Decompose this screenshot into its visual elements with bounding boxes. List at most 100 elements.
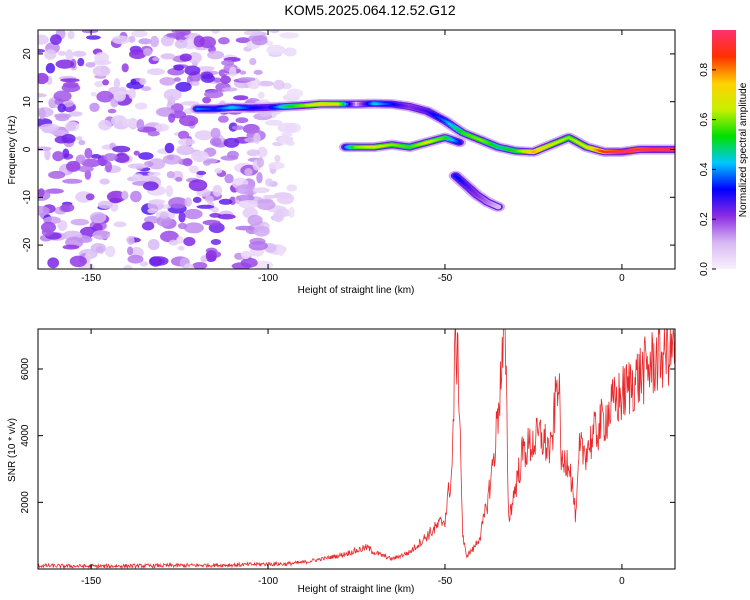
noise-blob [253, 69, 263, 75]
heatmap-x-tick-label: -100 [258, 273, 278, 284]
noise-blob [38, 34, 49, 45]
noise-blob [89, 102, 100, 113]
noise-blob [184, 208, 203, 220]
noise-blob [179, 115, 199, 127]
noise-blob [138, 152, 154, 160]
noise-blob [160, 35, 175, 47]
noise-blob [184, 65, 201, 76]
noise-blob [62, 244, 80, 250]
snr-y-tick-label: 6000 [20, 357, 31, 380]
noise-blob [273, 79, 285, 90]
noise-blob [281, 132, 293, 137]
noise-blob [77, 165, 94, 173]
noise-blob [38, 107, 46, 120]
colorbar-gradient [712, 30, 736, 269]
noise-blob [251, 35, 268, 46]
noise-blob [127, 246, 134, 256]
noise-blob [147, 239, 160, 251]
noise-blob [89, 211, 107, 224]
noise-blob [45, 188, 64, 194]
noise-blob [168, 197, 188, 209]
noise-blob [38, 205, 50, 216]
noise-blob [39, 123, 60, 132]
noise-blob [62, 178, 83, 184]
noise-blob [61, 83, 81, 93]
noise-blob [64, 121, 80, 132]
noise-blob [98, 119, 112, 131]
noise-blob [147, 208, 159, 214]
noise-blob [112, 145, 131, 153]
noise-blob [168, 239, 179, 246]
noise-blob [188, 165, 199, 174]
heatmap-y-tick-label: 20 [22, 48, 33, 60]
noise-blob [62, 148, 70, 159]
noise-blob [192, 196, 202, 203]
noise-blob [138, 38, 152, 45]
noise-blob [238, 200, 259, 209]
noise-blob [50, 130, 70, 136]
noise-blob [113, 78, 121, 89]
noise-blob [90, 154, 102, 159]
noise-blob [236, 194, 255, 202]
noise-blob [136, 119, 145, 131]
noise-blob [131, 30, 148, 38]
noise-blob [210, 239, 222, 245]
noise-blob [166, 171, 175, 179]
snr-x-tick-label: -150 [81, 576, 101, 587]
noise-blob [268, 161, 285, 170]
heatmap-x-tick-label: 0 [619, 273, 625, 284]
noise-blob [183, 222, 204, 234]
noise-blob [139, 78, 147, 85]
noise-blob [149, 256, 169, 266]
noise-blob [121, 190, 129, 200]
heatmap-x-axis-label: Height of straight line (km) [298, 285, 415, 296]
noise-blob [76, 136, 83, 141]
noise-blob [221, 59, 235, 66]
noise-blob [179, 53, 192, 62]
noise-blob [142, 181, 159, 191]
noise-blob [189, 81, 200, 86]
noise-blob [178, 130, 190, 140]
noise-blob [57, 50, 67, 56]
noise-blob [139, 261, 149, 267]
noise-blob [171, 30, 178, 33]
noise-blob [235, 184, 255, 195]
colorbar-tick-label: 0.2 [699, 212, 710, 226]
noise-blob [147, 171, 161, 177]
noise-blob [38, 188, 45, 197]
noise-blob [244, 168, 253, 176]
noise-blob [257, 146, 268, 158]
noise-blob [147, 130, 160, 137]
noise-blob [111, 35, 130, 45]
noise-blob [133, 150, 140, 156]
noise-blob [278, 135, 293, 145]
noise-blob [183, 236, 196, 247]
noise-blob [190, 150, 209, 162]
noise-blob [211, 206, 219, 213]
noise-blob [262, 194, 277, 199]
noise-blob [272, 210, 285, 223]
noise-blob [65, 49, 74, 62]
noise-blob [150, 35, 160, 48]
colorbar-tick-label: 0.8 [699, 62, 710, 76]
noise-blob [75, 154, 86, 164]
noise-blob [102, 79, 109, 86]
noise-blob [277, 245, 285, 257]
noise-blob [193, 35, 205, 48]
noise-blob [127, 254, 144, 264]
noise-blob [60, 78, 80, 83]
noise-blob [92, 223, 103, 232]
noise-blob [66, 160, 81, 172]
noise-blob [276, 192, 295, 205]
noise-blob [165, 185, 173, 198]
noise-blob [166, 32, 182, 38]
snr-y-tick-label: 4000 [20, 424, 31, 447]
noise-blob [207, 50, 225, 60]
track-0-peak [456, 128, 461, 132]
noise-blob [128, 35, 136, 43]
noise-blob [286, 88, 304, 99]
noise-blob [127, 236, 135, 246]
noise-blob [113, 90, 126, 102]
heatmap-y-axis-label: Frequency (Hz) [7, 116, 18, 185]
